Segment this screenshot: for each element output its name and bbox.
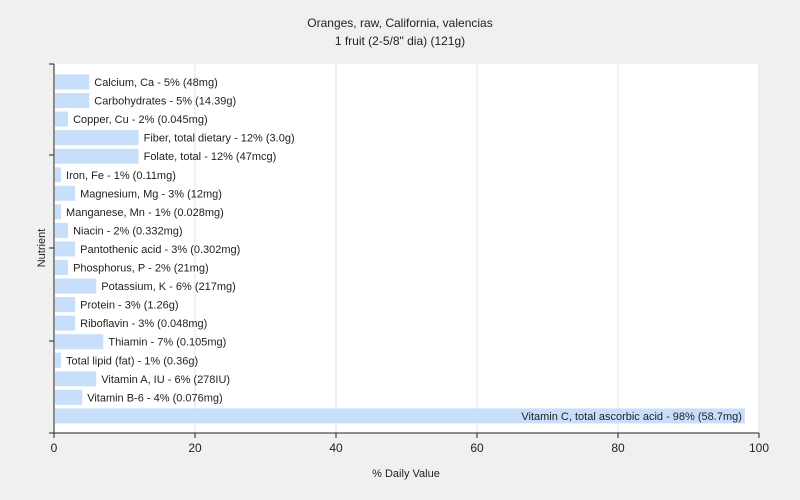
bar-8 — [55, 222, 69, 238]
bar-1 — [55, 93, 90, 109]
bar-5 — [55, 167, 62, 183]
grid-lines — [194, 64, 760, 433]
bar-label-18: Vitamin C, total ascorbic acid - 98% (58… — [521, 411, 742, 423]
bar-label-10: Phosphorus, P - 2% (21mg) — [73, 263, 209, 275]
bar-label-15: Total lipid (fat) - 1% (0.36g) — [66, 355, 198, 367]
chart-subtitle: 1 fruit (2-5/8" dia) (121g) — [335, 34, 465, 48]
bar-label-14: Thiamin - 7% (0.105mg) — [108, 337, 226, 349]
bar-13 — [55, 315, 76, 331]
bar-label-2: Copper, Cu - 2% (0.045mg) — [73, 114, 208, 126]
x-tick-label-1: 20 — [188, 441, 202, 455]
x-tick-label-5: 100 — [749, 441, 769, 455]
chart-title: Oranges, raw, California, valencias — [307, 16, 492, 30]
bar-label-17: Vitamin B-6 - 4% (0.076mg) — [87, 392, 223, 404]
bar-14 — [55, 334, 104, 350]
bar-label-9: Pantothenic acid - 3% (0.302mg) — [80, 244, 240, 256]
bar-3 — [55, 130, 139, 146]
bar-16 — [55, 371, 97, 387]
bar-4 — [55, 148, 139, 164]
bar-label-11: Potassium, K - 6% (217mg) — [101, 281, 236, 293]
bar-0 — [55, 74, 90, 90]
bar-11 — [55, 278, 97, 294]
bar-18 — [55, 408, 745, 424]
bar-label-7: Manganese, Mn - 1% (0.028mg) — [66, 207, 224, 219]
bar-label-0: Calcium, Ca - 5% (48mg) — [94, 77, 217, 89]
x-tick-label-2: 40 — [329, 441, 343, 455]
x-tick-label-3: 60 — [470, 441, 484, 455]
bar-label-8: Niacin - 2% (0.332mg) — [73, 225, 182, 237]
bar-label-12: Protein - 3% (1.26g) — [80, 300, 178, 312]
bar-label-1: Carbohydrates - 5% (14.39g) — [94, 96, 236, 108]
bar-2 — [55, 111, 69, 127]
bar-7 — [55, 204, 62, 220]
bar-label-4: Folate, total - 12% (47mcg) — [144, 151, 277, 163]
bars-group: Calcium, Ca - 5% (48mg) Carbohydrates - 5… — [55, 74, 745, 424]
bar-10 — [55, 260, 69, 275]
bar-15 — [55, 352, 62, 368]
bar-label-6: Magnesium, Mg - 3% (12mg) — [80, 188, 222, 200]
x-tick-label-4: 80 — [611, 441, 625, 455]
bar-17 — [55, 389, 83, 405]
y-axis-title: Nutrient — [36, 229, 48, 268]
bar-12 — [55, 297, 76, 313]
bar-label-13: Riboflavin - 3% (0.048mg) — [80, 318, 207, 330]
bar-label-16: Vitamin A, IU - 6% (278IU) — [101, 374, 230, 386]
bar-6 — [55, 185, 76, 201]
axes-group: 0 20 40 60 80 100 — [49, 63, 769, 455]
bar-label-3: Fiber, total dietary - 12% (3.0g) — [144, 133, 295, 145]
x-axis-title: % Daily Value — [372, 468, 440, 480]
plot-area — [54, 64, 759, 433]
x-tick-label-0: 0 — [51, 441, 58, 455]
bar-9 — [55, 241, 76, 257]
bar-label-5: Iron, Fe - 1% (0.11mg) — [66, 170, 176, 182]
